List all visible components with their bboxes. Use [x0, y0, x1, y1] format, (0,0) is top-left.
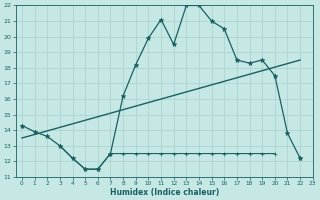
X-axis label: Humidex (Indice chaleur): Humidex (Indice chaleur)	[109, 188, 219, 197]
